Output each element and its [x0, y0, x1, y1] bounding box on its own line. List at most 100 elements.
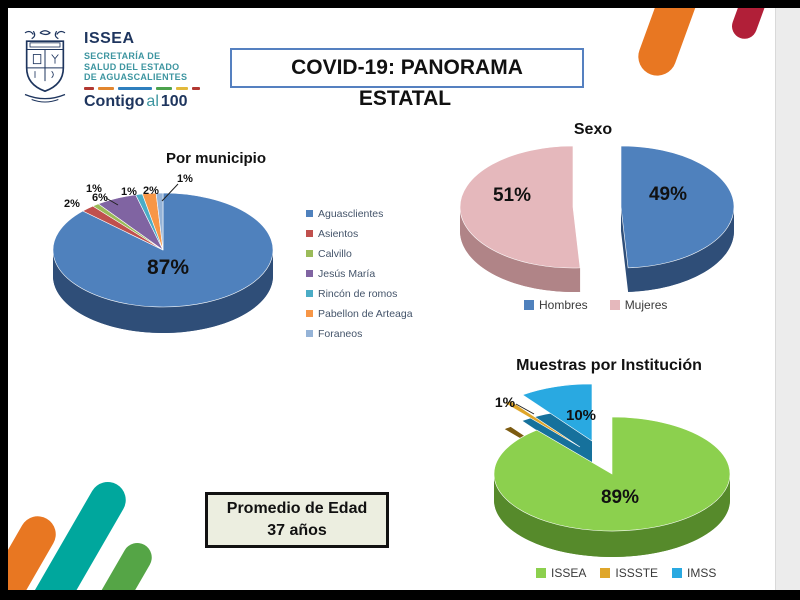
pie-percent-label: 10%	[566, 407, 596, 424]
legend-item: Mujeres	[609, 298, 668, 312]
legend-item: Pabellon de Arteaga	[306, 307, 413, 320]
decor-bar-red-top	[728, 8, 775, 43]
pie-slice	[98, 220, 163, 276]
average-age-line1: Promedio de Edad	[226, 500, 368, 517]
decor-bar-orange-top	[632, 8, 710, 81]
slogan: Contigo al 100	[84, 93, 244, 111]
slide-title: COVID-19: PANORAMA	[291, 56, 523, 79]
pie-slice	[459, 145, 581, 269]
legend-label: ISSEA	[551, 566, 587, 580]
legend-swatch	[306, 230, 313, 237]
pie-slice	[494, 443, 731, 557]
brand-dash	[84, 86, 94, 90]
average-age-box: Promedio de Edad 37 años	[205, 492, 389, 548]
pie-percent-label: 87%	[147, 256, 189, 279]
pie-slice	[628, 207, 734, 292]
pie-slice	[82, 205, 164, 251]
legend-item: Rincón de romos	[306, 287, 413, 300]
legend-swatch	[306, 250, 313, 257]
legend-item: ISSSTE	[600, 566, 658, 580]
legend-swatch	[306, 330, 313, 337]
org-name-line: SECRETARÍA DE	[84, 51, 161, 61]
legend-swatch	[524, 300, 534, 310]
slide-title-box: COVID-19: PANORAMA	[230, 48, 584, 88]
chart-title-municipio: Por municipio	[165, 150, 266, 167]
legend-item: Calvillo	[306, 247, 413, 260]
pie-percent-label: 49%	[649, 184, 687, 205]
pie-slice	[521, 383, 593, 442]
pie-percent-label: 89%	[601, 487, 639, 508]
legend-municipio: Aguasclientes Asientos Calvillo Jesús María…	[306, 208, 413, 348]
pie-slice	[135, 193, 164, 251]
pie-slice	[460, 207, 581, 292]
label-leader-line	[105, 197, 119, 206]
legend-swatch	[306, 310, 313, 317]
pie-slice	[155, 192, 164, 251]
legend-swatch	[306, 210, 313, 217]
legend-item: Foraneos	[306, 327, 413, 340]
brand-dash	[98, 86, 114, 90]
pie-slice	[97, 194, 164, 251]
legend-label: ISSSTE	[615, 566, 659, 580]
side-gutter	[775, 8, 800, 590]
legend-label: Foraneos	[318, 327, 363, 340]
brand-dash	[118, 86, 152, 90]
brand-dash	[176, 86, 188, 90]
legend-label: Pabellon de Arteaga	[318, 307, 413, 320]
legend-sexo: Hombres Mujeres	[524, 298, 667, 312]
pie-slice	[620, 145, 735, 269]
legend-label: Mujeres	[624, 298, 668, 312]
pie-percent-label: 2%	[64, 198, 80, 210]
pie-percent-label: 1%	[177, 173, 193, 185]
legend-item: IMSS	[672, 566, 716, 580]
brand-dash	[156, 86, 172, 90]
average-age-line2: 37 años	[267, 522, 327, 539]
pie-percent-label: 1%	[495, 394, 516, 410]
legend-label: IMSS	[687, 566, 717, 580]
pie-slice	[142, 219, 163, 276]
pie-slice	[621, 170, 734, 292]
slide-title-line2: ESTATAL	[358, 87, 452, 110]
pie-slice	[156, 219, 163, 276]
chart-title-muestras: Muestras por Institución	[516, 357, 702, 374]
pie-slice	[494, 474, 730, 557]
pie-slice	[504, 426, 580, 473]
pie-slice	[52, 192, 274, 308]
legend-label: Hombres	[539, 298, 588, 312]
pie-slice	[53, 219, 274, 333]
slogan-word: 100	[160, 92, 188, 110]
brand-dash	[192, 86, 200, 90]
legend-item: Asientos	[306, 227, 413, 240]
legend-swatch	[600, 568, 611, 578]
pie-percent-label: 51%	[493, 185, 531, 206]
pie-slice	[493, 416, 731, 532]
pie-slice	[82, 232, 163, 276]
org-name: SECRETARÍA DE SALUD DEL ESTADO DE AGUASC…	[84, 51, 244, 83]
slide: ISSEA SECRETARÍA DE SALUD DEL ESTADO DE …	[8, 8, 775, 590]
pie-slice	[459, 170, 581, 292]
legend-label: Rincón de romos	[318, 287, 398, 300]
pie-percent-label: 6%	[92, 192, 108, 204]
org-name-line: DE AGUASCALIENTES	[84, 72, 188, 82]
label-leader-line	[515, 403, 535, 415]
pie-slice	[522, 410, 592, 467]
pie-slice	[504, 400, 581, 448]
legend-item: Aguasclientes	[306, 207, 413, 220]
legend-item: Jesús María	[306, 268, 413, 280]
pie-percent-label: 1%	[86, 183, 102, 195]
legend-label: Asientos	[318, 227, 359, 240]
legend-swatch	[306, 290, 313, 297]
pie-percent-label: 2%	[143, 185, 159, 197]
legend-label: Aguasclientes	[318, 207, 384, 220]
legend-label: Calvillo	[318, 247, 352, 260]
pie-slice	[92, 229, 163, 276]
pie-slice	[135, 220, 163, 276]
org-abbr: ISSEA	[84, 30, 135, 47]
legend-item: ISSEA	[536, 566, 586, 580]
pie-slice	[141, 192, 164, 251]
label-leader-line	[161, 183, 179, 202]
legend-swatch	[306, 270, 313, 277]
chart-title-sexo: Sexo	[573, 121, 613, 138]
legend-item: Hombres	[524, 298, 588, 312]
